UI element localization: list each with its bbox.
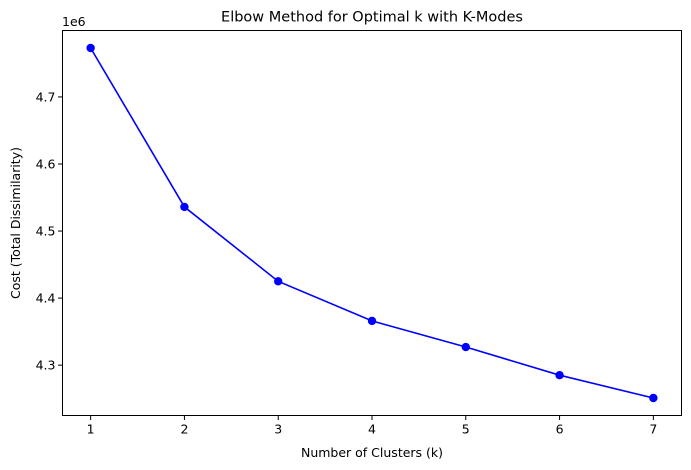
x-tick-label: 1 [87, 422, 95, 437]
data-point-marker [649, 393, 658, 403]
y-tick-label: 4.7 [36, 89, 56, 104]
plot-frame [62, 30, 682, 416]
y-tick-label: 4.5 [36, 224, 56, 239]
data-point-marker [180, 202, 189, 212]
y-axis-label: Cost (Total Dissimilarity) [8, 147, 23, 299]
data-point-marker [367, 316, 377, 326]
x-tick-label: 7 [649, 422, 657, 437]
data-point-marker [555, 371, 564, 380]
x-tick-label: 5 [462, 422, 470, 437]
y-tick-label: 4.6 [36, 156, 56, 171]
y-tick-label: 4.4 [36, 291, 56, 306]
series-line [89, 47, 654, 399]
x-axis-label: Number of Clusters (k) [301, 445, 443, 460]
chart-title: Elbow Method for Optimal k with K-Modes [221, 10, 523, 26]
x-tick-label: 3 [274, 422, 282, 437]
x-tick-label: 2 [180, 422, 188, 437]
data-point-marker [274, 277, 283, 286]
x-tick-label: 6 [556, 422, 564, 437]
y-axis-offset-label: 1e6 [62, 14, 86, 29]
data-point-marker [461, 342, 470, 352]
y-tick-label: 4.3 [36, 358, 56, 373]
x-tick-label: 4 [368, 422, 376, 437]
data-point-marker [86, 43, 95, 53]
